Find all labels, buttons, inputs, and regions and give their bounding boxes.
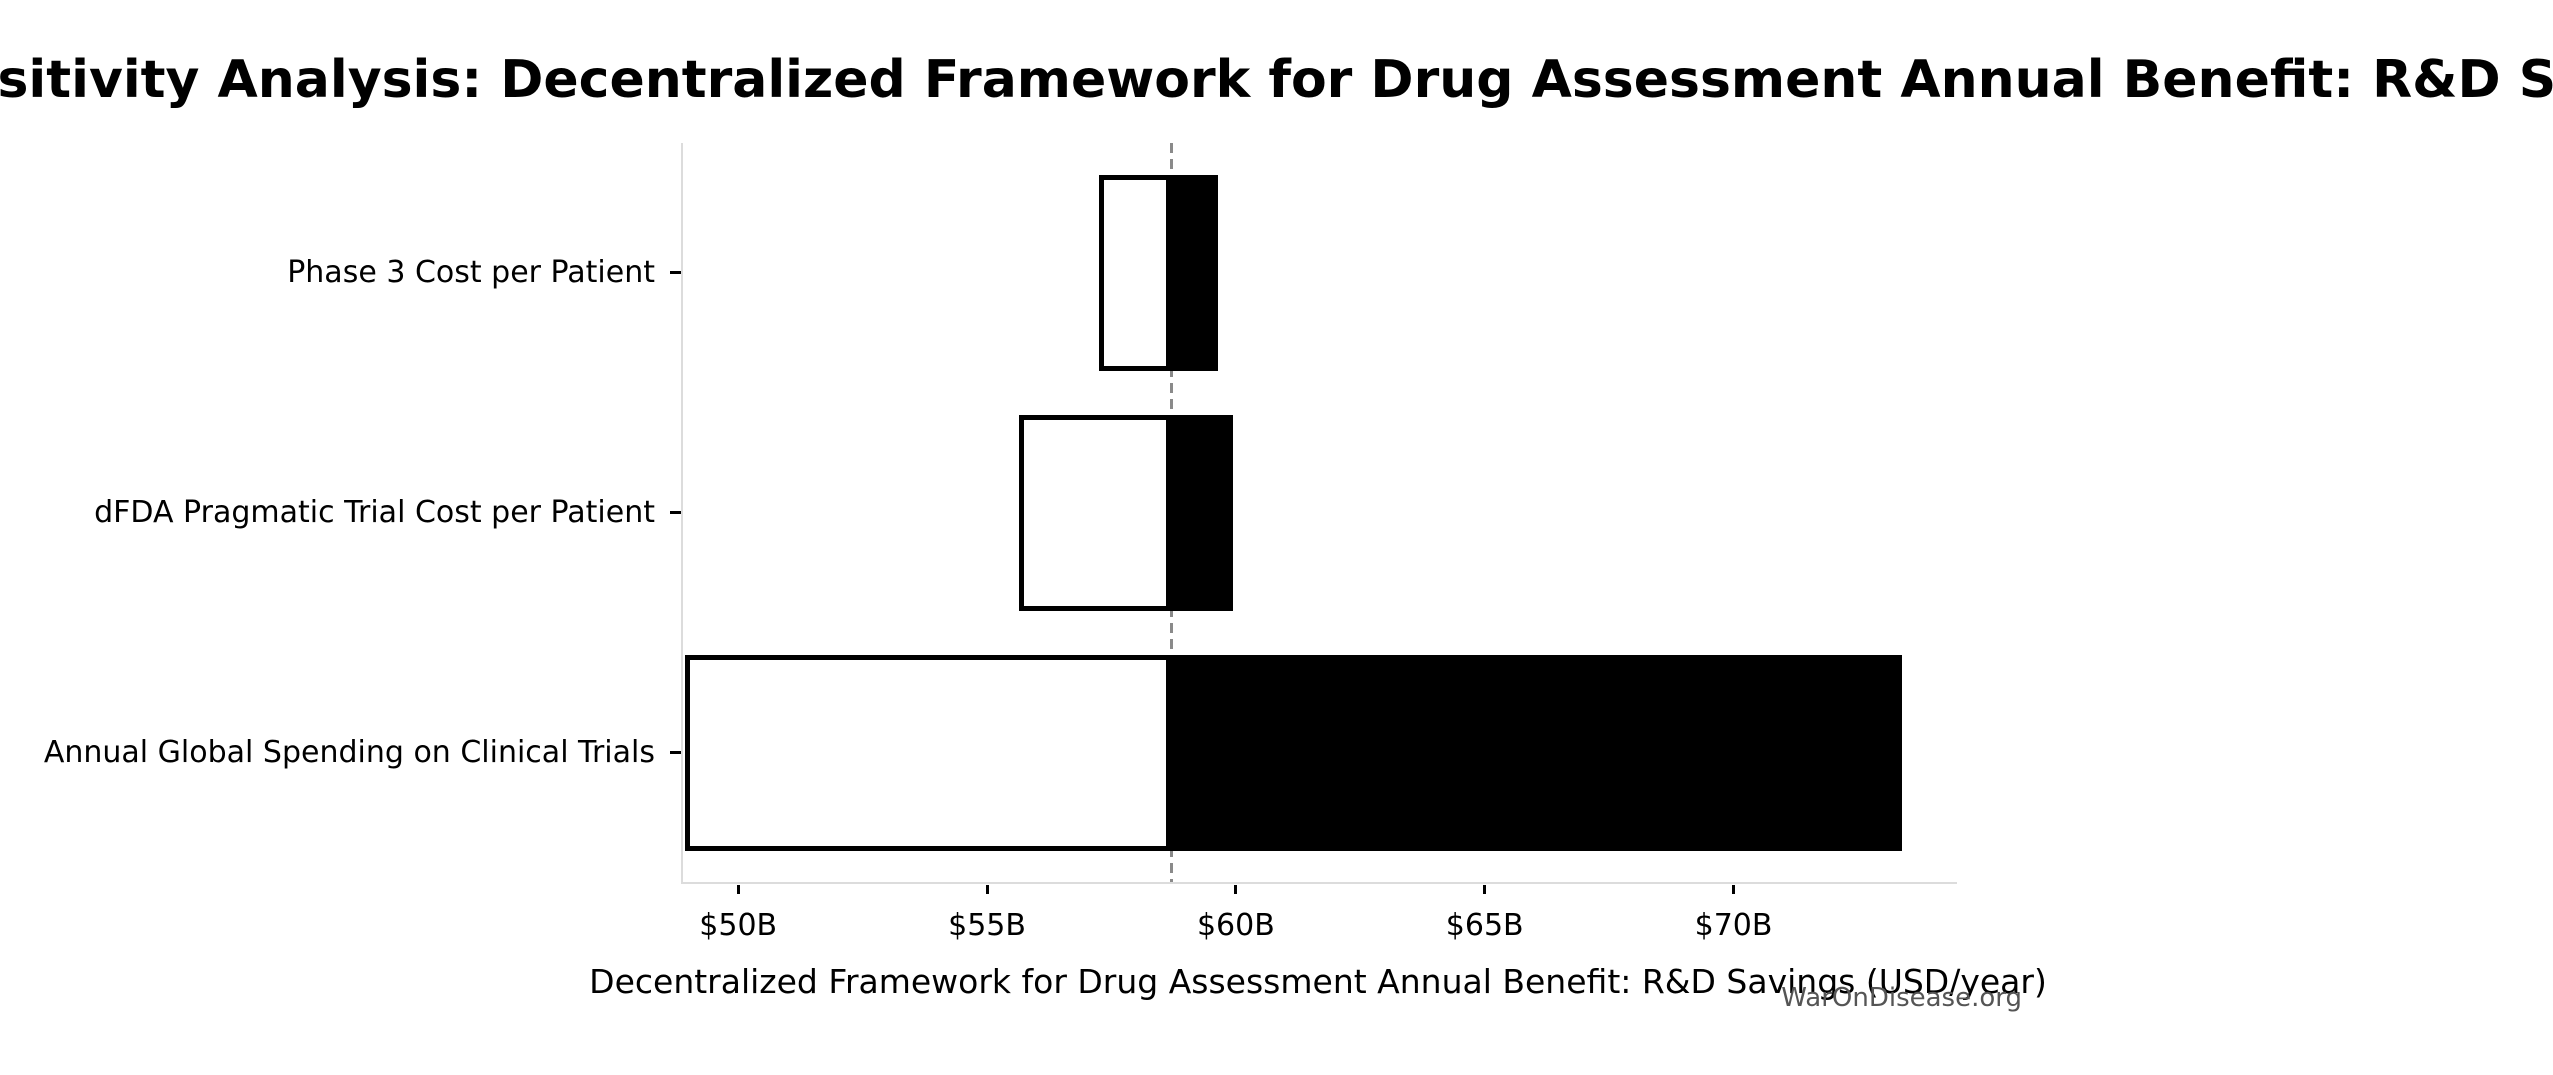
x-axis-tick — [736, 884, 740, 894]
bar-high-segment — [1171, 654, 1903, 851]
tornado-bar-row — [685, 654, 1903, 851]
bar-low-segment — [685, 654, 1172, 851]
x-axis-tick — [1483, 884, 1487, 894]
y-axis-tick — [670, 271, 681, 274]
x-axis-tick-label: $65B — [1445, 908, 1524, 943]
y-axis-tick — [670, 751, 681, 754]
tornado-bar-row — [1098, 174, 1218, 371]
x-axis-tick — [985, 884, 989, 894]
tornado-bar-row — [1018, 414, 1233, 611]
x-axis-tick — [1234, 884, 1238, 894]
plot-area — [681, 143, 1957, 884]
chart-title: Sensitivity Analysis: Decentralized Fram… — [0, 50, 2553, 110]
x-axis-label: Decentralized Framework for Drug Assessm… — [589, 962, 2047, 1001]
x-axis-tick-label: $70B — [1694, 908, 1773, 943]
bar-high-segment — [1171, 414, 1233, 611]
y-axis-category-label: Annual Global Spending on Clinical Trial… — [43, 734, 655, 770]
bar-low-segment — [1018, 414, 1172, 611]
y-axis-category-label: dFDA Pragmatic Trial Cost per Patient — [94, 494, 655, 530]
bar-high-segment — [1171, 174, 1218, 371]
x-axis-tick — [1732, 884, 1736, 894]
x-axis-tick-label: $60B — [1196, 908, 1275, 943]
watermark: WarOnDisease.org — [1781, 983, 2022, 1013]
y-axis-category-label: Phase 3 Cost per Patient — [287, 254, 655, 290]
x-axis-tick-label: $50B — [699, 908, 778, 943]
x-axis-tick-label: $55B — [948, 908, 1026, 943]
bar-low-segment — [1098, 174, 1172, 371]
y-axis-tick — [670, 511, 681, 514]
